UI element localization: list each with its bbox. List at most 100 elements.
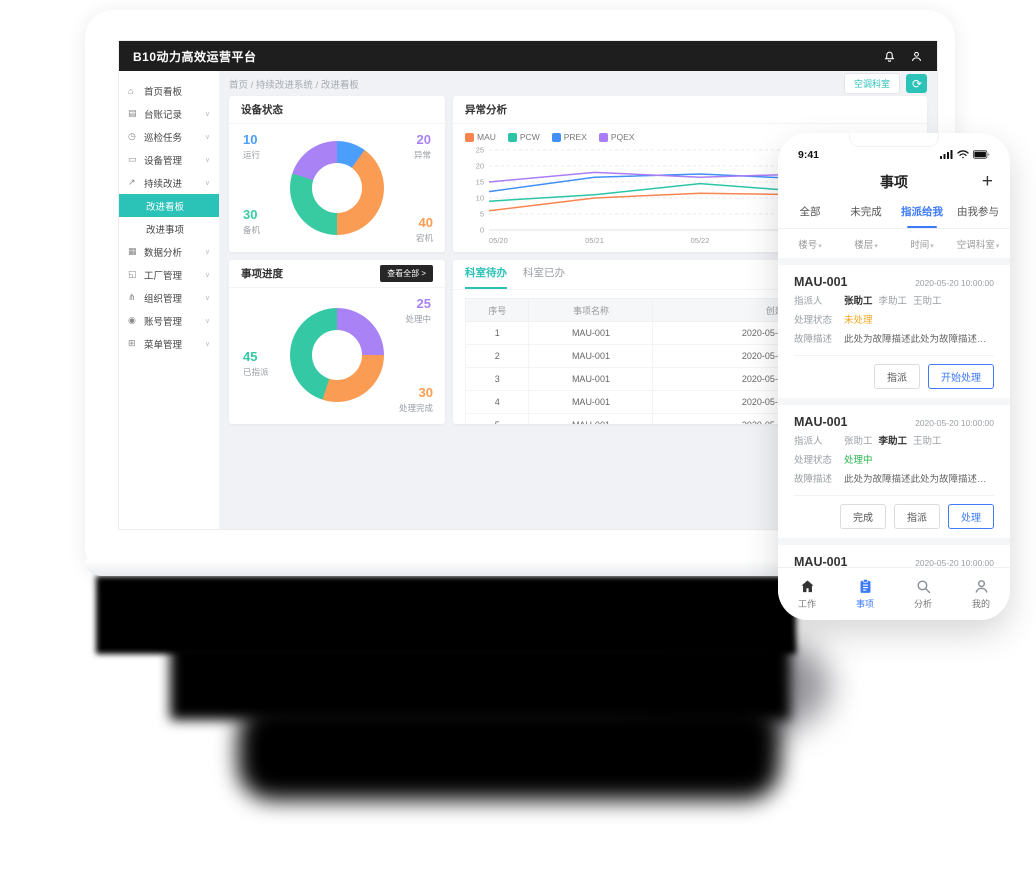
- assignee-label: 指派人: [794, 296, 823, 307]
- item-card: MAU-001 2020-05-20 10:00:00 指派人 张助工李助工王助工处理…: [778, 265, 1010, 398]
- svg-text:0: 0: [480, 226, 484, 235]
- card-divider: [794, 495, 994, 496]
- legend-color-chip: [598, 132, 608, 142]
- home-nav-icon: [799, 578, 816, 595]
- item-card: MAU-001 2020-05-20 10:00:00 指派人 张助工李助工王助工处理…: [778, 405, 1010, 538]
- legend-item-pcw[interactable]: PCW: [507, 132, 540, 142]
- view-all-button[interactable]: 查看全部 >: [380, 265, 433, 282]
- assignee-name: 李助工: [878, 296, 908, 307]
- phone-tab-participated[interactable]: 由我参与: [957, 206, 999, 218]
- device-icon: ▭: [128, 154, 137, 164]
- filter-floor[interactable]: 楼层▾: [838, 237, 894, 251]
- sidebar-item-label: 持续改进: [144, 178, 183, 190]
- item-card-title: MAU-001: [794, 275, 848, 289]
- section-divider: [778, 398, 1010, 405]
- svg-text:05/20: 05/20: [489, 236, 508, 245]
- table-header: 序号: [464, 298, 530, 322]
- laptop-base: [85, 560, 955, 576]
- breadcrumb: 首页 / 持续改进系统 / 改进看板: [229, 79, 359, 91]
- start-processing-button[interactable]: 开始处理: [928, 364, 994, 389]
- donut-callout: 45 已指派: [243, 349, 269, 377]
- assignee-name: 张助工: [844, 436, 873, 447]
- filter-label: 空调科室: [956, 239, 995, 251]
- assign-button[interactable]: 指派: [874, 364, 920, 389]
- svg-text:25: 25: [476, 146, 484, 155]
- sidebar-item-ledger-records[interactable]: ▤ 台账记录 ∨: [119, 102, 219, 125]
- nav-label: 工作: [797, 599, 816, 609]
- sidebar-item-factory-management[interactable]: ◱ 工厂管理 ∨: [119, 263, 219, 286]
- nav-label: 分析: [913, 599, 932, 609]
- chevron-down-icon: ∨: [204, 248, 210, 256]
- chevron-down-icon: ∨: [204, 271, 210, 279]
- item-progress-card: 事项进度 查看全部 > 25 处理中 45 已指派: [229, 260, 445, 424]
- sidebar-item-label: 首页看板: [144, 86, 183, 98]
- chevron-down-icon: ∨: [204, 110, 210, 118]
- sidebar-item-label: 改进看板: [146, 201, 185, 213]
- sidebar-item-account-management[interactable]: ◉ 账号管理 ∨: [119, 309, 219, 332]
- filter-building[interactable]: 楼号▾: [782, 237, 838, 251]
- factory-icon: ◱: [128, 269, 137, 279]
- sidebar-item-label: 改进事项: [146, 224, 185, 236]
- process-button[interactable]: 处理: [948, 504, 994, 529]
- phone-tab-all[interactable]: 全部: [799, 206, 821, 218]
- legend-item-mau[interactable]: MAU: [465, 132, 496, 142]
- filter-label: 时间: [910, 239, 930, 251]
- phone-status-bar: 9:41: [778, 133, 1010, 167]
- phone-bottom-nav: 工作 事项 分析 我的: [778, 567, 1010, 620]
- legend-color-chip: [507, 132, 517, 142]
- tab-dept-done[interactable]: 科室已办: [523, 267, 565, 279]
- filter-label: 楼层: [854, 239, 874, 251]
- phone-tab-unfinished[interactable]: 未完成: [850, 206, 882, 218]
- user-profile-icon[interactable]: [910, 50, 923, 63]
- svg-text:05/22: 05/22: [691, 236, 710, 245]
- tab-dept-todo[interactable]: 科室待办: [465, 260, 507, 289]
- sidebar-item-improvement-board[interactable]: 改进看板: [119, 194, 219, 217]
- sidebar-item-label: 菜单管理: [144, 339, 183, 351]
- sidebar-item-label: 设备管理: [144, 155, 183, 167]
- device-status-donut-chart: [290, 141, 384, 235]
- nav-mine[interactable]: 我的: [952, 568, 1010, 620]
- nav-analysis[interactable]: 分析: [894, 568, 952, 620]
- assignee-label: 指派人: [794, 436, 823, 447]
- filter-department[interactable]: 空调科室▾: [950, 237, 1006, 251]
- nav-items[interactable]: 事项: [836, 568, 894, 620]
- department-filter-button[interactable]: 空调科室: [843, 73, 900, 94]
- app-title: B10动力高效运营平台: [133, 49, 257, 64]
- sidebar-item-continuous-improvement[interactable]: ↗ 持续改进 ∨: [119, 171, 219, 194]
- item-card-time: 2020-05-20 10:00:00: [915, 278, 994, 288]
- sidebar-item-home-dashboard[interactable]: ⌂ 首页看板: [119, 79, 219, 102]
- svg-text:05/21: 05/21: [585, 236, 604, 245]
- sidebar-item-data-analysis[interactable]: ▦ 数据分析 ∨: [119, 240, 219, 263]
- filter-time[interactable]: 时间▾: [894, 237, 950, 251]
- chevron-down-icon: ∨: [204, 317, 210, 325]
- svg-text:20: 20: [476, 162, 484, 171]
- sidebar-item-inspection-tasks[interactable]: ◷ 巡检任务 ∨: [119, 125, 219, 148]
- complete-button[interactable]: 完成: [840, 504, 886, 529]
- notification-bell-icon[interactable]: [883, 50, 896, 63]
- caret-down-icon: ▾: [930, 242, 934, 250]
- sidebar-item-device-management[interactable]: ▭ 设备管理 ∨: [119, 148, 219, 171]
- nav-work[interactable]: 工作: [778, 568, 836, 620]
- status-label: 处理状态: [794, 315, 833, 326]
- org-icon: ⋔: [128, 292, 136, 302]
- sidebar-item-menu-management[interactable]: ⊞ 菜单管理 ∨: [119, 332, 219, 355]
- status-label: 处理状态: [794, 455, 833, 466]
- legend-color-chip: [551, 132, 561, 142]
- table-cell: 4: [464, 390, 530, 414]
- item-card-title: MAU-001: [794, 415, 848, 429]
- legend-item-prex[interactable]: PREX: [551, 132, 587, 142]
- sidebar-item-org-management[interactable]: ⋔ 组织管理 ∨: [119, 286, 219, 309]
- chevron-down-icon: ∨: [204, 294, 210, 302]
- svg-text:10: 10: [476, 194, 484, 203]
- add-item-button[interactable]: +: [981, 171, 993, 192]
- home-icon: ⌂: [128, 85, 134, 96]
- filter-label: 楼号: [798, 239, 818, 251]
- refresh-button[interactable]: ⟳: [906, 74, 927, 93]
- sidebar-item-improvement-items[interactable]: 改进事项: [119, 217, 219, 240]
- assignee-name: 李助工: [878, 436, 908, 447]
- assign-button[interactable]: 指派: [894, 504, 940, 529]
- sidebar-menu: ⌂ 首页看板 ▤ 台账记录 ∨ ◷ 巡检任务 ∨ ▭ 设备管理 ∨ ↗ 持续改进 ∨ 改进看板改进事项 ▦ 数据…: [119, 71, 219, 529]
- search-icon: [915, 578, 932, 595]
- legend-item-pqex[interactable]: PQEX: [598, 132, 635, 142]
- phone-tab-assigned-to-me[interactable]: 指派给我: [894, 197, 950, 228]
